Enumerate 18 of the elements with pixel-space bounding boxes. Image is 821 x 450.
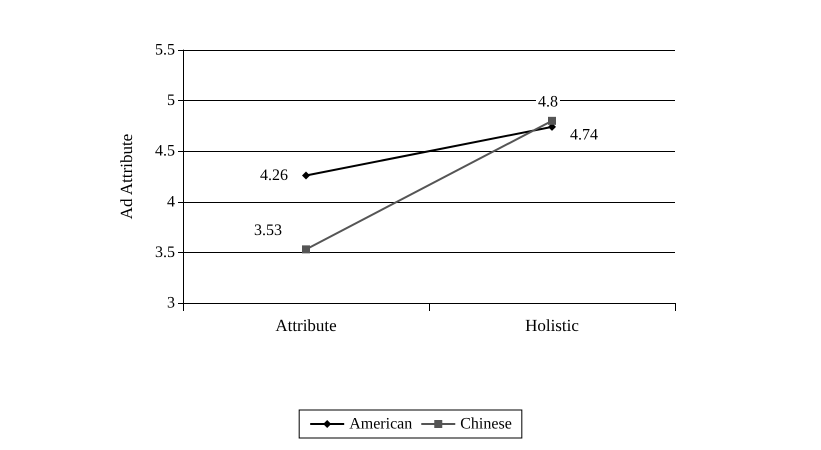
legend-label: American bbox=[349, 416, 412, 432]
data-label: 3.53 bbox=[254, 222, 282, 239]
y-tick-label: 5 bbox=[167, 92, 175, 110]
y-tick-label: 4 bbox=[167, 193, 175, 210]
data-label: 4.8 bbox=[538, 93, 558, 110]
y-tick-label: 3 bbox=[167, 294, 175, 312]
x-tick-label: Holistic bbox=[525, 316, 580, 335]
legend-label: Chinese bbox=[460, 416, 512, 432]
y-axis-title: Ad Attribute bbox=[117, 134, 136, 220]
point bbox=[548, 116, 556, 125]
point bbox=[302, 245, 310, 254]
y-tick-label: 3.5 bbox=[155, 244, 175, 261]
point bbox=[302, 171, 310, 180]
y-tick-label: 4.5 bbox=[155, 142, 175, 160]
data-label: 4.26 bbox=[260, 166, 288, 184]
x-tick-label: Attribute bbox=[275, 316, 337, 335]
data-label: 4.74 bbox=[570, 126, 598, 144]
y-tick-label: 5.5 bbox=[155, 42, 175, 58]
